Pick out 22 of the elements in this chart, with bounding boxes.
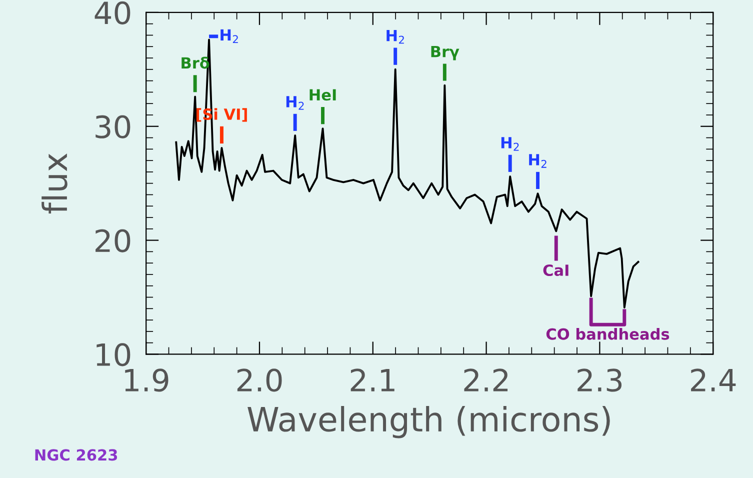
- y-tick-label: 30: [96, 115, 130, 138]
- annotation: H$_{2}$: [529, 154, 546, 168]
- y-tick-label: 40: [94, 1, 130, 24]
- x-axis-title: Wavelength (microns): [248, 406, 610, 438]
- annotation: CO bandheads: [546, 328, 670, 340]
- x-tick-label: 2.0: [237, 368, 282, 392]
- annotation: H$_{2}$: [220, 29, 238, 44]
- annotation: H$_{2}$: [386, 30, 404, 44]
- y-tick-label: 10: [96, 343, 130, 366]
- y-tick-label: 20: [96, 229, 130, 252]
- x-tick-label: 2.1: [350, 368, 394, 392]
- annotation: Brγ: [431, 46, 460, 60]
- x-tick-label: 2.3: [578, 368, 622, 392]
- annotation: H$_{2}$: [501, 137, 519, 151]
- text: NGC 2623: [35, 449, 118, 461]
- annotation: H$_{2}$: [286, 96, 304, 110]
- x-tick-label: 2.4: [691, 368, 736, 392]
- annotation: CaI: [543, 264, 568, 276]
- annotation: HeI: [310, 89, 336, 101]
- x-tick-label: 1.9: [125, 368, 168, 392]
- x-tick-label: 2.2: [464, 368, 508, 392]
- y-axis-title: flux: [42, 153, 68, 214]
